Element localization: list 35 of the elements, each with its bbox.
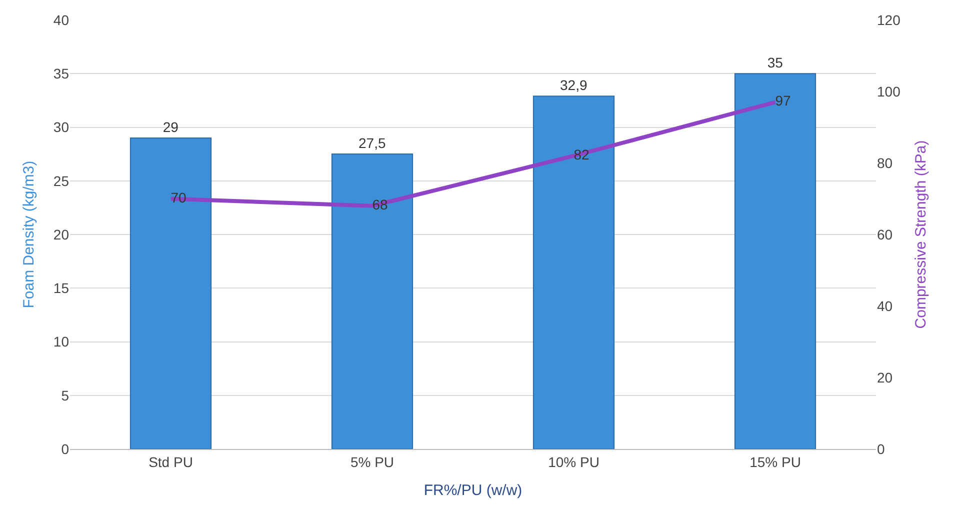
bar: [532, 96, 615, 449]
y2-tick-label: 60: [877, 226, 893, 242]
data-label: 27,5: [358, 135, 386, 152]
y-axis-title: Foam Density (kg/m3): [20, 160, 38, 308]
y2-tick-label: 0: [877, 440, 885, 457]
data-label: 35: [767, 54, 784, 71]
data-label: 29: [162, 118, 179, 135]
y-tick-label: 10: [53, 334, 70, 350]
y-tick-label: 15: [53, 280, 70, 296]
y-tick-label: 5: [61, 387, 70, 404]
y-tick-label: 35: [53, 66, 70, 82]
y2-tick-label: 100: [877, 83, 901, 100]
bar: [734, 73, 816, 449]
y-tick-label: 30: [53, 119, 70, 136]
y2-tick-label: 40: [877, 298, 893, 314]
y-tick-label: 20: [53, 226, 70, 242]
y2-tick-label: 20: [877, 369, 893, 386]
data-label: 32,9: [560, 77, 588, 94]
y-tick-label: 25: [53, 172, 70, 189]
x-tick-label: 10% PU: [548, 454, 600, 470]
y2-axis-title: Compressive Strength (kPa): [912, 140, 930, 329]
bar: [331, 154, 414, 449]
bar: [130, 137, 212, 449]
y-tick-label: 0: [61, 440, 70, 457]
x-tick-label: Std PU: [148, 454, 193, 470]
x-tick-label: 15% PU: [750, 454, 801, 470]
data-label: 97: [775, 92, 792, 109]
y2-tick-label: 80: [877, 154, 893, 171]
x-axis-title: FR%/PU (w/w): [424, 482, 522, 499]
y-tick-label: 40: [53, 12, 70, 28]
data-label: 70: [170, 189, 187, 206]
x-tick-label: 5% PU: [350, 454, 394, 470]
y2-tick-label: 120: [877, 12, 901, 28]
data-label: 68: [372, 196, 388, 212]
data-label: 82: [574, 146, 590, 162]
